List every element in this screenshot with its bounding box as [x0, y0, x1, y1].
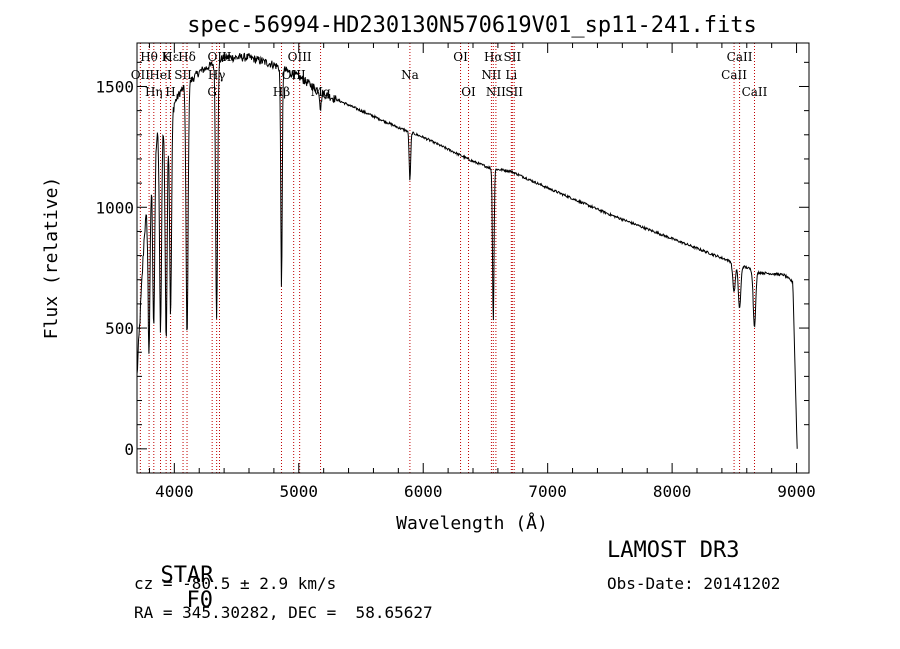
line-marker-label: H — [165, 85, 175, 99]
line-marker-label: NII — [486, 85, 506, 99]
class-label: STAR — [160, 563, 214, 588]
line-marker-label: K — [162, 50, 172, 64]
line-marker-label: HeI — [149, 68, 172, 82]
line-marker-label: OI — [461, 85, 476, 99]
spectrum-line — [136, 52, 798, 449]
line-marker-label: Hθ — [140, 50, 158, 64]
x-axis-label: Wavelength (Å) — [396, 512, 548, 534]
line-marker-label: Li — [505, 68, 517, 82]
subclass-label: F0 — [186, 588, 214, 613]
line-marker-label: Hγ — [208, 68, 226, 82]
y-tick-label: 1500 — [95, 77, 134, 96]
line-marker-label: Hη — [145, 85, 163, 99]
line-marker-label: G — [207, 85, 217, 99]
y-axis-label: Flux (relative) — [41, 177, 62, 340]
line-marker-label: Na — [401, 68, 419, 82]
y-tick-label: 500 — [105, 319, 134, 338]
x-tick-label: 8000 — [653, 482, 692, 501]
line-marker-label: SII — [174, 68, 192, 82]
coords-label: RA = 345.30282, DEC = 58.65627 — [134, 603, 433, 622]
y-tick-label: 0 — [124, 440, 134, 459]
line-marker-label: CaII — [742, 85, 768, 99]
x-tick-label: 5000 — [280, 482, 319, 501]
line-marker-label: SII — [505, 85, 523, 99]
line-marker-label: OII — [131, 68, 151, 82]
plot-frame — [136, 42, 810, 474]
x-tick-label: 9000 — [777, 482, 816, 501]
line-marker-label: CaII — [721, 68, 747, 82]
cz-label: cz = -80.5 ± 2.9 km/s — [134, 574, 337, 593]
object-class: STAR F0 — [134, 538, 214, 613]
line-marker-label: Hβ — [273, 85, 290, 99]
line-marker-label: OIII — [288, 50, 312, 64]
x-tick-label: 4000 — [155, 482, 194, 501]
line-marker-label: OI — [453, 50, 468, 64]
x-tick-label: 6000 — [404, 482, 443, 501]
x-tick-label: 7000 — [528, 482, 567, 501]
line-marker-label: SII — [503, 50, 521, 64]
line-marker-label: Hε — [162, 50, 179, 64]
survey-label: LAMOST DR3 — [607, 538, 740, 563]
y-tick-label: 1000 — [95, 198, 134, 217]
line-marker-label: Hδ — [178, 50, 196, 64]
chart-title: spec-56994-HD230130N570619V01_sp11-241.f… — [187, 13, 757, 38]
line-marker-label: Hα — [484, 50, 503, 64]
line-marker-label: CaII — [727, 50, 753, 64]
line-marker-label: NII — [481, 68, 501, 82]
obs-date-label: Obs-Date: 20141202 — [607, 574, 781, 593]
